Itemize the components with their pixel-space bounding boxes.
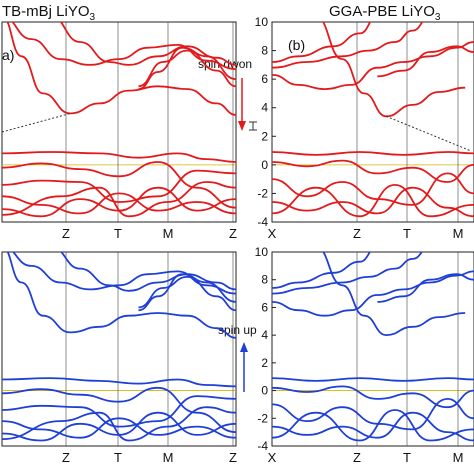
y-tick-label: 6 [261, 72, 268, 86]
band-conduction-1 [322, 252, 466, 337]
band-conduction-5 [138, 49, 236, 88]
x-tick-label: T [114, 226, 122, 241]
panel-b-title: GGA-PBE LiYO3 [329, 3, 441, 23]
band-conduction-3 [272, 252, 423, 295]
y-tick-label: 10 [255, 15, 269, 29]
x-tick-label: Z [229, 226, 237, 241]
spin-up-arrow-icon [240, 342, 248, 392]
y-tick-label: -4 [257, 215, 268, 229]
y-tick-label: 4 [261, 101, 268, 115]
band-conduction-1 [6, 22, 236, 116]
y-tick-label: 4 [261, 328, 268, 342]
plot-ggapbe-spin-down: X Z T M -4 -2 0 2 4 6 8 10 [255, 15, 474, 241]
panel-b-label: (b) [288, 37, 305, 53]
x-tick-label: Z [62, 226, 70, 241]
gap-dotted-line [385, 115, 471, 152]
x-tick-label: M [453, 450, 464, 465]
band-valence-3 [2, 169, 236, 203]
x-tick-label: Z [353, 226, 361, 241]
band-valence-6 [2, 181, 236, 218]
band-conduction-4 [272, 252, 371, 289]
band-valence-4 [272, 186, 474, 218]
x-tick-label: T [403, 226, 411, 241]
band-conduction-1 [6, 252, 236, 339]
panel-a-title: TB-mBj LiYO3 [2, 3, 96, 23]
x-tick-label: Z [62, 450, 70, 465]
y-tick-label: -2 [257, 186, 268, 200]
band-valence-2 [2, 386, 236, 433]
band-valence-3 [272, 172, 474, 206]
band-valence-1 [272, 151, 474, 156]
y-tick-label: 8 [261, 273, 268, 287]
spin-down-label: spin dwon [198, 57, 252, 71]
band-conduction-4 [138, 46, 236, 90]
band-valence-5 [272, 409, 474, 442]
band-valence-1 [272, 377, 474, 382]
band-conduction-2 [11, 252, 236, 295]
band-conduction-3 [272, 22, 424, 69]
band-valence-3 [272, 397, 474, 431]
plot-frame [1, 251, 237, 447]
band-valence-6 [2, 406, 236, 442]
x-tick-label: M [163, 450, 174, 465]
gap-marker-icon [249, 121, 257, 131]
band-conduction-1 [322, 22, 466, 118]
band-conduction-4 [272, 22, 372, 63]
y-tick-label: 2 [261, 356, 268, 370]
x-tick-label: X [268, 450, 277, 465]
panel-a-label: a) [2, 47, 14, 63]
x-tick-label: X [268, 226, 277, 241]
band-valence-3 [2, 395, 236, 428]
band-valence-4 [2, 417, 236, 439]
x-tick-label: M [453, 226, 464, 241]
y-tick-label: -2 [257, 411, 268, 425]
plot-ggapbe-spin-up: X Z T M -4 -2 0 2 4 6 8 10 [255, 245, 474, 465]
band-valence-4 [2, 192, 236, 215]
band-valence-2 [272, 385, 474, 409]
band-conduction-4 [138, 273, 236, 312]
band-valence-5 [272, 183, 474, 218]
band-conduction-5 [377, 273, 474, 303]
y-tick-label: 6 [261, 300, 268, 314]
x-tick-label: T [114, 450, 122, 465]
band-conduction-2 [272, 41, 474, 91]
y-tick-label: 8 [261, 44, 268, 58]
band-valence-4 [272, 411, 474, 442]
gap-dotted-line [1, 112, 71, 133]
band-valence-2 [2, 161, 236, 209]
band-conduction-2 [272, 270, 474, 317]
spin-down-arrow-icon [238, 78, 246, 131]
plot-frame [1, 21, 237, 223]
x-tick-label: M [163, 226, 174, 241]
band-conduction-5 [138, 275, 236, 312]
y-tick-label: -4 [257, 439, 268, 453]
x-tick-label: Z [353, 450, 361, 465]
y-tick-label: 2 [261, 129, 268, 143]
band-valence-1 [2, 151, 236, 163]
y-tick-label: 0 [261, 158, 268, 172]
band-valence-2 [272, 159, 474, 183]
band-valence-1 [2, 377, 236, 388]
y-tick-label: 0 [261, 384, 268, 398]
y-tick-label: 10 [255, 245, 269, 259]
band-conduction-3 [60, 252, 236, 292]
x-tick-label: T [403, 450, 411, 465]
band-conduction-2 [11, 22, 236, 70]
plot-frame [271, 251, 474, 447]
x-tick-label: Z [229, 450, 237, 465]
band-conduction-5 [377, 45, 474, 78]
plot-frame [271, 21, 474, 223]
